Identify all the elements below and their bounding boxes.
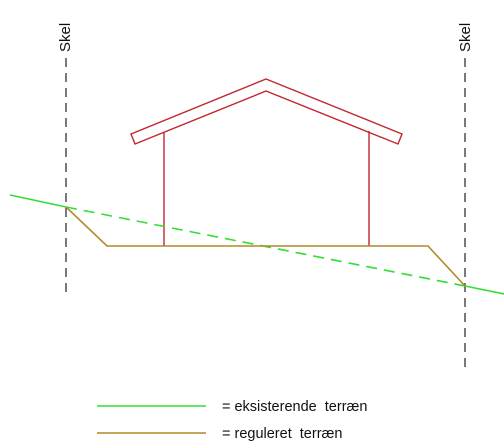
legend: = eksisterende terræn = reguleret terræn	[97, 399, 367, 442]
house	[130, 78, 403, 246]
left-boundary-label: Skel	[57, 23, 74, 52]
existing-terrain-solid-right	[464, 285, 504, 295]
existing-terrain	[9, 194, 504, 295]
house-roof	[130, 78, 403, 145]
legend-regulated-label: = reguleret terræn	[222, 426, 343, 442]
regulated-terrain	[65, 206, 466, 287]
right-boundary-label: Skel	[457, 23, 474, 52]
existing-terrain-solid-left	[9, 194, 67, 208]
legend-existing-label: = eksisterende terræn	[222, 399, 367, 415]
